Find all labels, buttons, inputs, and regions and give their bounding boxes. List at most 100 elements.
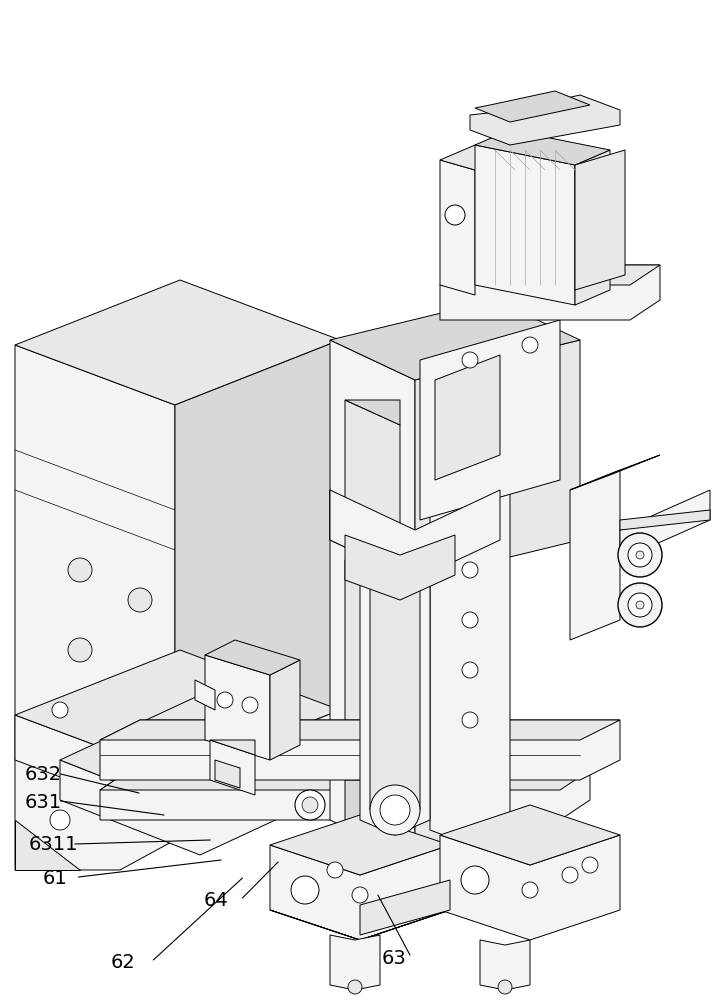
Polygon shape [470, 95, 620, 145]
Circle shape [295, 790, 325, 820]
Polygon shape [210, 740, 255, 755]
Polygon shape [210, 740, 255, 795]
Polygon shape [345, 400, 400, 545]
Polygon shape [195, 680, 215, 710]
Circle shape [360, 660, 380, 680]
Polygon shape [415, 490, 500, 860]
Polygon shape [215, 760, 240, 788]
Polygon shape [435, 355, 500, 480]
Polygon shape [430, 480, 510, 845]
Polygon shape [345, 780, 395, 835]
Circle shape [370, 785, 420, 835]
Polygon shape [330, 490, 500, 580]
Polygon shape [420, 320, 560, 520]
Circle shape [360, 710, 380, 730]
Circle shape [52, 702, 68, 718]
Circle shape [50, 810, 70, 830]
Polygon shape [60, 750, 340, 855]
Polygon shape [330, 490, 415, 860]
Circle shape [242, 697, 258, 713]
Circle shape [348, 980, 362, 994]
Circle shape [68, 558, 92, 582]
Polygon shape [330, 300, 580, 380]
Polygon shape [415, 340, 580, 580]
Polygon shape [440, 160, 475, 295]
Polygon shape [440, 265, 660, 285]
Polygon shape [15, 720, 175, 870]
Polygon shape [60, 695, 340, 815]
Text: 6311: 6311 [29, 836, 78, 854]
Circle shape [498, 980, 512, 994]
Circle shape [302, 797, 318, 813]
Circle shape [462, 562, 478, 578]
Polygon shape [15, 710, 340, 820]
Polygon shape [100, 720, 620, 780]
Polygon shape [360, 540, 430, 835]
Circle shape [618, 533, 662, 577]
Circle shape [291, 876, 319, 904]
Circle shape [217, 692, 233, 708]
Circle shape [461, 866, 489, 894]
Polygon shape [345, 560, 395, 795]
Circle shape [327, 862, 343, 878]
Circle shape [562, 867, 578, 883]
Text: 62: 62 [111, 952, 135, 972]
Polygon shape [440, 145, 510, 170]
Polygon shape [440, 265, 660, 320]
Circle shape [360, 610, 380, 630]
Polygon shape [620, 490, 710, 560]
Circle shape [380, 795, 410, 825]
Circle shape [128, 588, 152, 612]
Polygon shape [15, 650, 340, 775]
Circle shape [628, 543, 652, 567]
Circle shape [636, 601, 644, 609]
Polygon shape [480, 940, 530, 990]
Polygon shape [205, 640, 300, 675]
Circle shape [462, 612, 478, 628]
Polygon shape [430, 465, 510, 495]
Polygon shape [100, 770, 590, 790]
Circle shape [447, 732, 463, 748]
Polygon shape [475, 130, 610, 165]
Polygon shape [330, 935, 380, 990]
Polygon shape [575, 150, 625, 290]
Polygon shape [330, 450, 500, 530]
Circle shape [522, 337, 538, 353]
Polygon shape [330, 340, 415, 580]
Circle shape [462, 712, 478, 728]
Polygon shape [475, 145, 575, 305]
Text: 61: 61 [43, 868, 68, 888]
Text: 63: 63 [381, 948, 406, 968]
Polygon shape [270, 910, 450, 940]
Circle shape [628, 593, 652, 617]
Text: 632: 632 [25, 766, 62, 784]
Polygon shape [15, 345, 175, 780]
Polygon shape [440, 805, 620, 865]
Polygon shape [360, 880, 450, 935]
Polygon shape [570, 470, 620, 640]
Circle shape [582, 857, 598, 873]
Text: 631: 631 [25, 792, 62, 812]
Polygon shape [270, 660, 300, 760]
Polygon shape [345, 400, 400, 425]
Polygon shape [570, 455, 660, 490]
Circle shape [447, 632, 463, 648]
Circle shape [68, 638, 92, 662]
Circle shape [447, 682, 463, 698]
Polygon shape [175, 340, 340, 780]
Polygon shape [100, 720, 620, 740]
Circle shape [462, 662, 478, 678]
Polygon shape [15, 820, 80, 870]
Circle shape [360, 760, 380, 780]
Circle shape [522, 882, 538, 898]
Polygon shape [15, 280, 340, 405]
Circle shape [618, 583, 662, 627]
Polygon shape [270, 845, 450, 940]
Circle shape [445, 205, 465, 225]
Circle shape [352, 887, 368, 903]
Polygon shape [475, 91, 590, 122]
Polygon shape [575, 150, 610, 305]
Polygon shape [620, 510, 710, 530]
Text: 64: 64 [203, 890, 228, 910]
Polygon shape [205, 655, 270, 760]
